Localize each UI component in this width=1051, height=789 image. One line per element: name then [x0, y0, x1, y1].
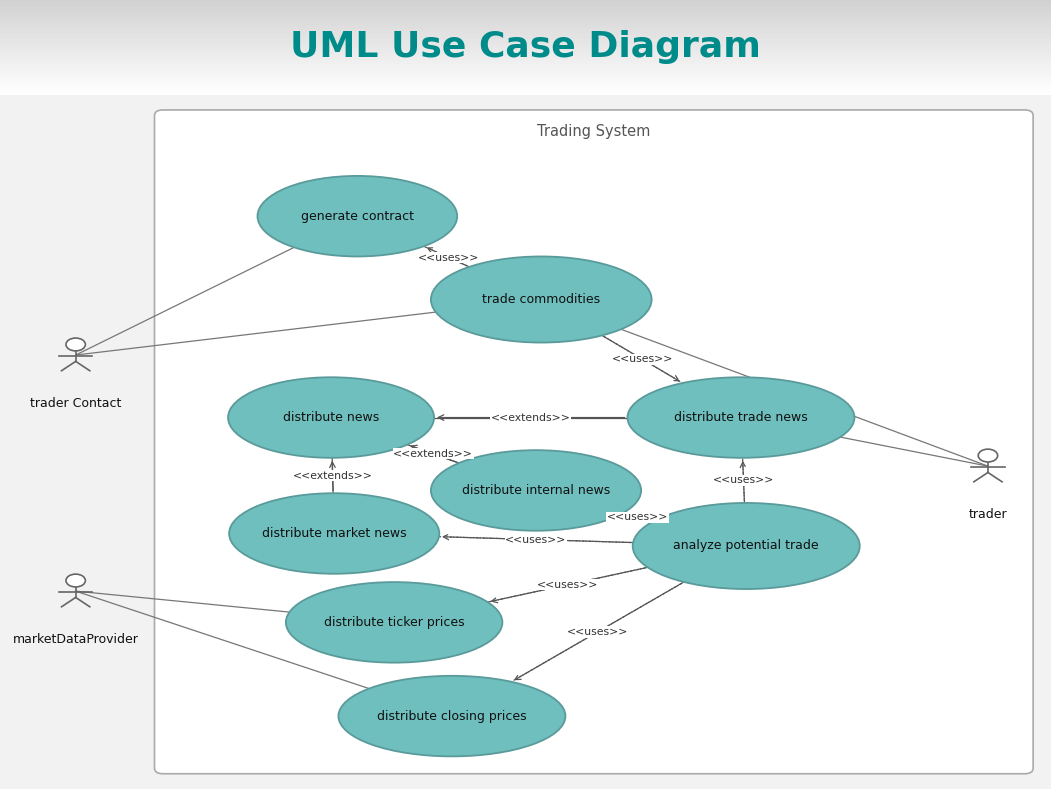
- Text: <<uses>>: <<uses>>: [566, 627, 628, 637]
- Text: <<extends>>: <<extends>>: [293, 470, 372, 481]
- Text: distribute market news: distribute market news: [262, 527, 407, 540]
- Text: <<uses>>: <<uses>>: [607, 512, 668, 522]
- Text: <<uses>>: <<uses>>: [537, 580, 598, 589]
- Ellipse shape: [229, 493, 439, 574]
- Ellipse shape: [228, 377, 434, 458]
- Ellipse shape: [286, 582, 502, 663]
- Ellipse shape: [338, 676, 565, 757]
- Circle shape: [66, 338, 85, 351]
- Text: marketDataProvider: marketDataProvider: [13, 633, 139, 646]
- Text: distribute trade news: distribute trade news: [674, 411, 808, 424]
- Text: trade commodities: trade commodities: [482, 293, 600, 306]
- Circle shape: [978, 449, 997, 462]
- Text: trader Contact: trader Contact: [30, 397, 121, 410]
- FancyBboxPatch shape: [154, 110, 1033, 774]
- Text: <<extends>>: <<extends>>: [393, 449, 473, 459]
- Text: UML Use Case Diagram: UML Use Case Diagram: [290, 30, 761, 65]
- Text: distribute internal news: distribute internal news: [461, 484, 611, 497]
- Text: <<uses>>: <<uses>>: [506, 535, 566, 544]
- Text: analyze potential trade: analyze potential trade: [674, 540, 819, 552]
- Text: Trading System: Trading System: [537, 124, 651, 139]
- Text: generate contract: generate contract: [301, 210, 414, 222]
- Text: distribute ticker prices: distribute ticker prices: [324, 616, 465, 629]
- Ellipse shape: [633, 503, 860, 589]
- Text: distribute news: distribute news: [283, 411, 379, 424]
- Text: trader: trader: [969, 508, 1007, 522]
- Ellipse shape: [627, 377, 854, 458]
- Ellipse shape: [431, 256, 652, 342]
- Text: <<extends>>: <<extends>>: [491, 413, 571, 423]
- Circle shape: [66, 574, 85, 587]
- Ellipse shape: [431, 451, 641, 531]
- Text: <<uses>>: <<uses>>: [713, 476, 775, 485]
- Text: <<uses>>: <<uses>>: [418, 252, 479, 263]
- Text: <<uses>>: <<uses>>: [612, 354, 673, 365]
- Text: distribute closing prices: distribute closing prices: [377, 709, 527, 723]
- Ellipse shape: [257, 176, 457, 256]
